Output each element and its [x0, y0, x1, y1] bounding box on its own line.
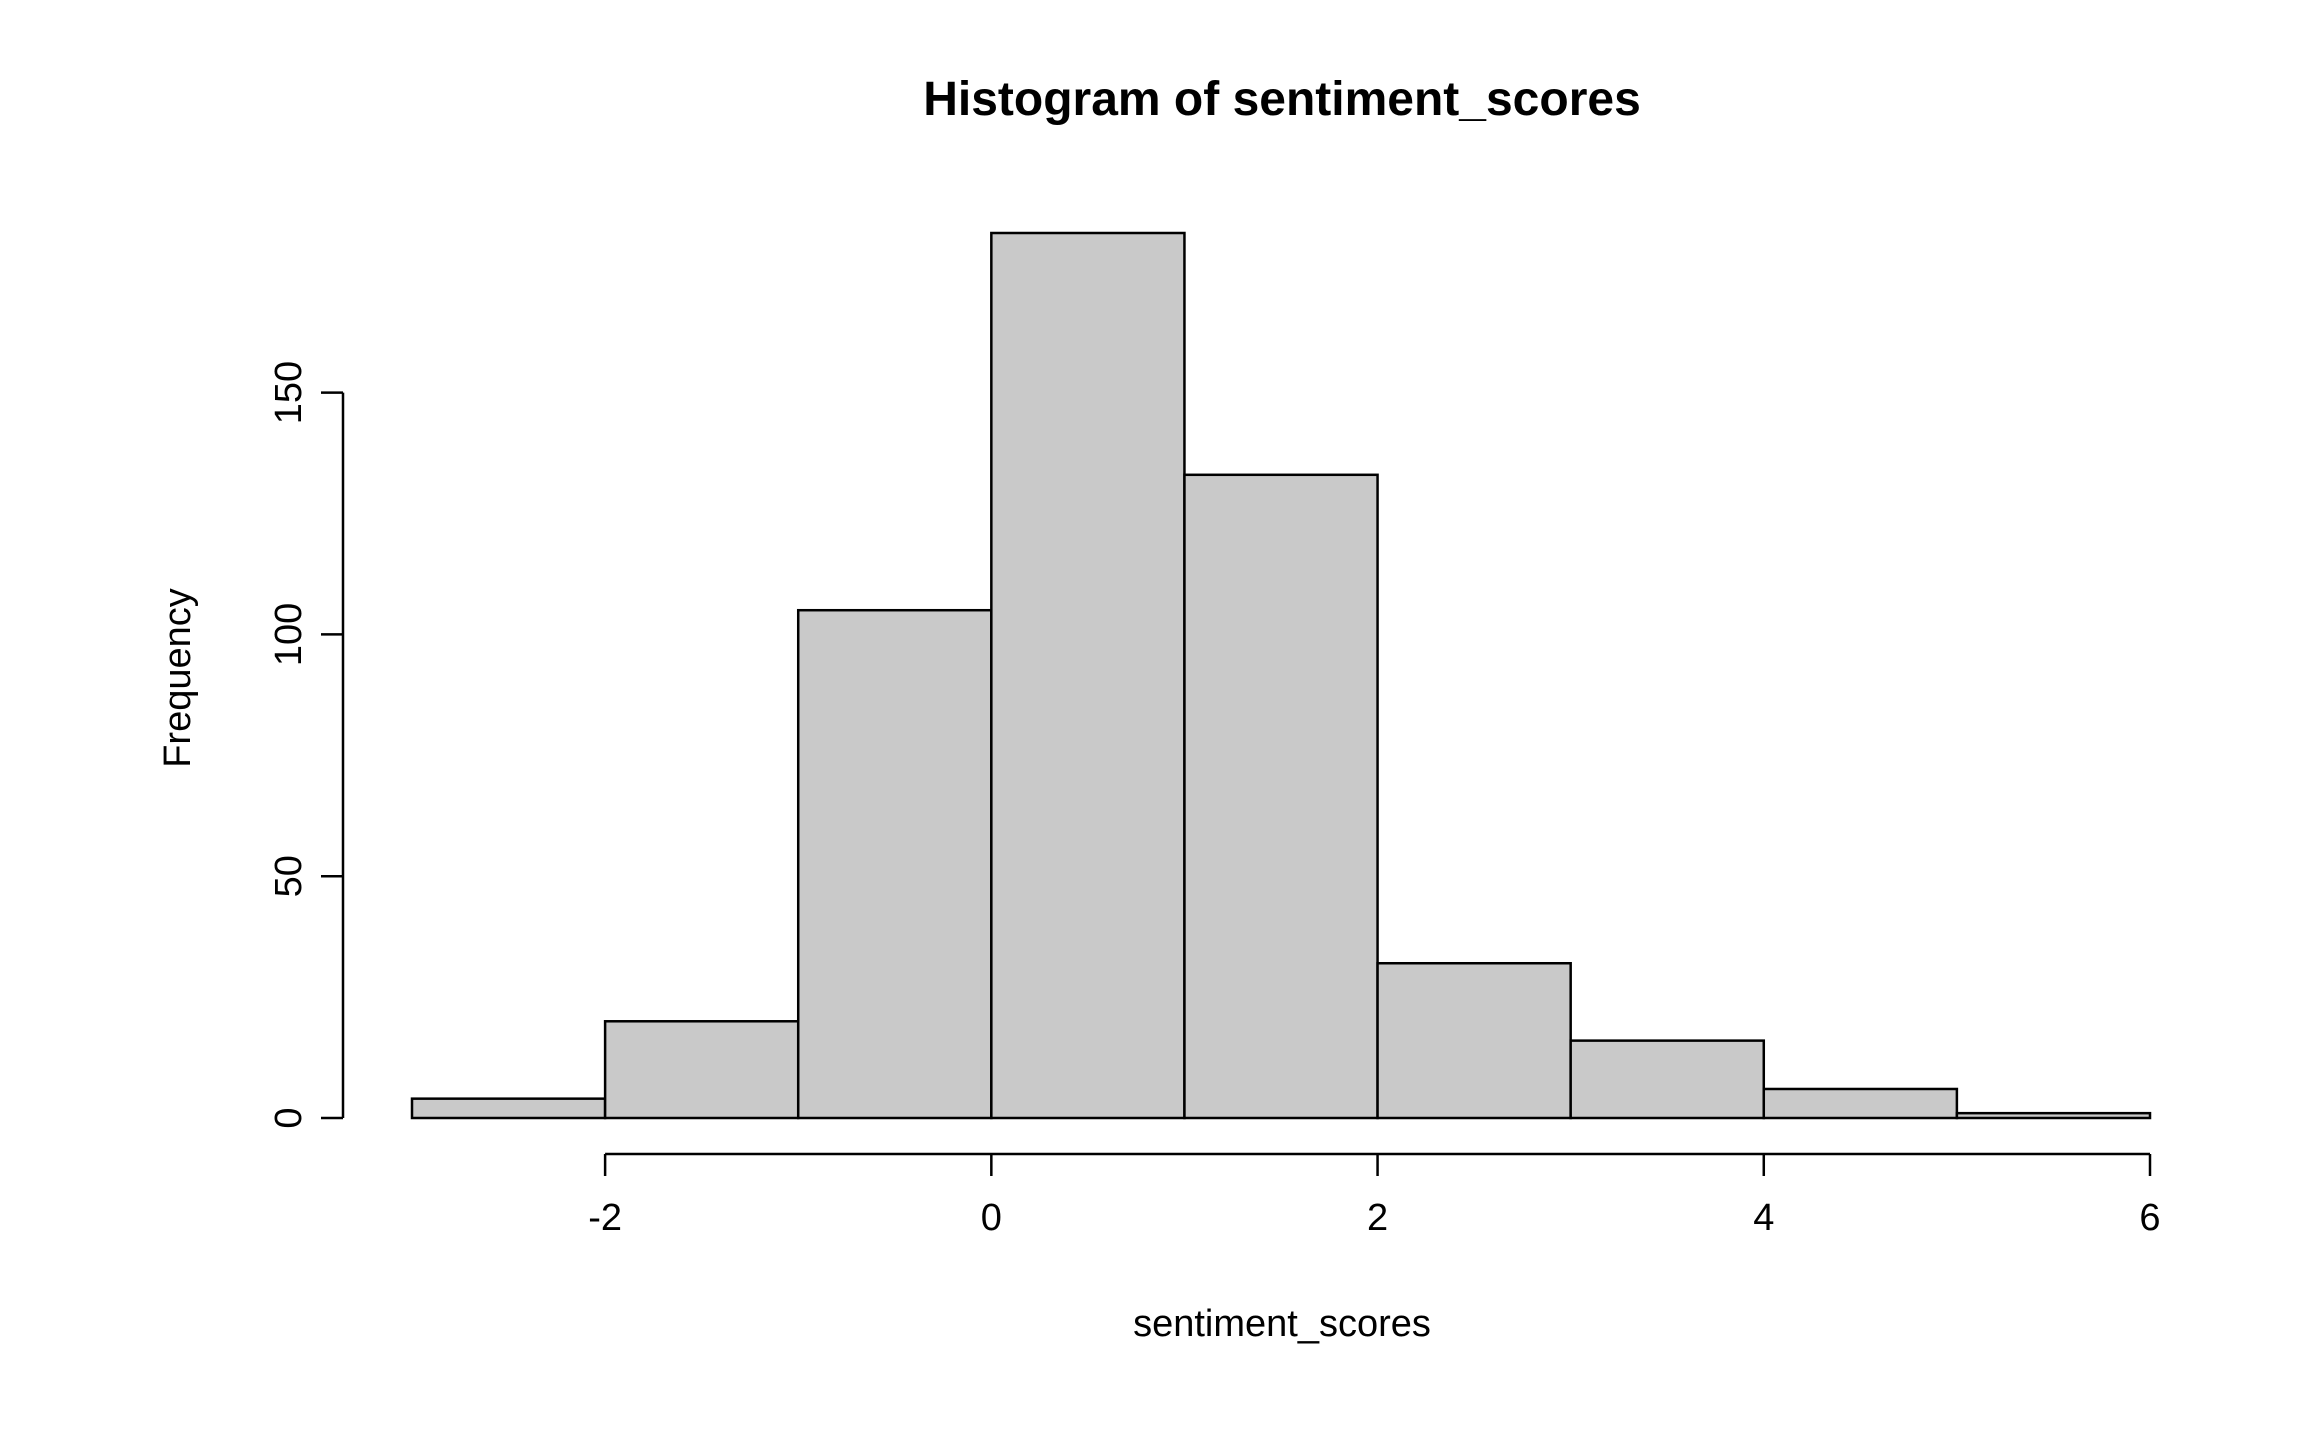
x-tick-label: 0	[981, 1197, 1002, 1239]
x-tick-label: -2	[588, 1197, 622, 1239]
x-tick-label: 6	[2139, 1197, 2160, 1239]
x-tick-label: 4	[1753, 1197, 1774, 1239]
histogram-bar-7	[1762, 1087, 1959, 1120]
histogram-bar-2	[796, 608, 993, 1120]
histogram-bar-8	[1955, 1111, 2152, 1120]
histogram-bar-6	[1569, 1039, 1766, 1120]
x-axis: -2 0 2 4 6	[588, 1152, 2161, 1239]
histogram-bar-1	[603, 1020, 800, 1120]
y-tick-label: 0	[268, 1107, 310, 1128]
x-tick-label: 2	[1367, 1197, 1388, 1239]
bars-group	[410, 231, 2152, 1120]
y-tick-label: 150	[268, 361, 310, 424]
x-axis-label: sentiment_scores	[1133, 1303, 1431, 1345]
y-tick-label: 100	[268, 603, 310, 666]
histogram-bar-5	[1376, 961, 1572, 1120]
chart-title: Histogram of sentiment_scores	[923, 73, 1641, 126]
y-axis: 0 50 100 150	[268, 361, 345, 1129]
histogram-bar-4	[1183, 473, 1379, 1120]
y-tick-label: 50	[268, 855, 310, 897]
y-axis-label: Frequency	[157, 588, 199, 768]
histogram-bar-3	[990, 231, 1186, 1120]
histogram-bar-0	[410, 1097, 607, 1120]
